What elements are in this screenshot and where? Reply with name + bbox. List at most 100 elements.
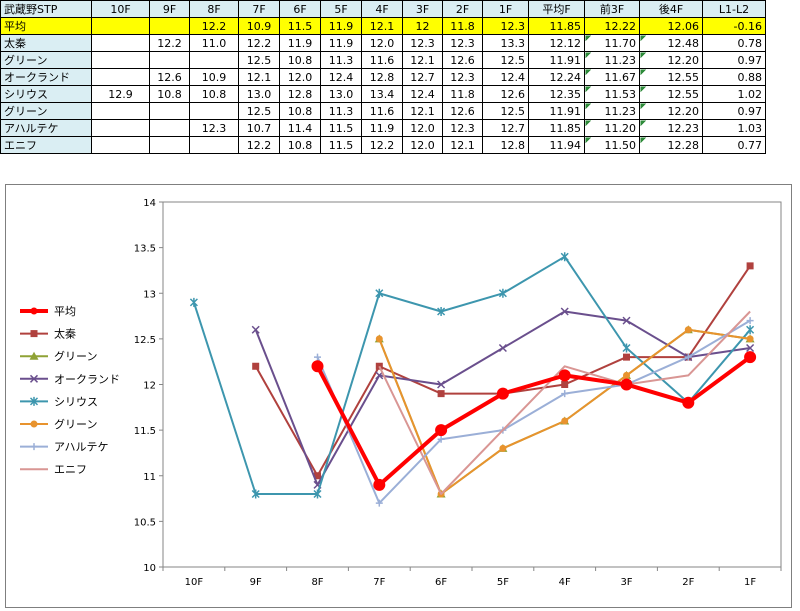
y-tick-label: 11.5 xyxy=(134,426,156,437)
table-cell: 12.1 xyxy=(402,51,443,69)
data-point xyxy=(189,297,198,307)
table-cell: 12.1 xyxy=(442,136,483,154)
series-line xyxy=(316,319,751,505)
table-cell: 12.5 xyxy=(482,102,529,120)
table-cell: 12.20 xyxy=(639,51,703,69)
table-cell: 12.6 xyxy=(442,51,483,69)
table-cell: 12.5 xyxy=(238,102,280,120)
table-cell xyxy=(149,51,190,69)
table-header-cell: 後4F xyxy=(639,0,703,18)
table-cell: 11.6 xyxy=(361,51,403,69)
data-point xyxy=(496,387,509,400)
table-row: 太秦 12.2 11.0 12.2 11.9 11.9 12.0 12.3 12.3 13.3 12… xyxy=(0,34,766,52)
table-cell: 12.24 xyxy=(528,68,585,86)
data-point xyxy=(744,351,757,364)
data-point xyxy=(561,381,569,388)
table-cell xyxy=(91,68,150,86)
table-cell: 12.0 xyxy=(402,136,443,154)
data-point xyxy=(622,316,631,325)
table-cell: 12.0 xyxy=(402,119,443,137)
data-point xyxy=(682,396,695,409)
data-point xyxy=(623,353,630,361)
table-cell: 12.06 xyxy=(639,17,703,35)
data-point xyxy=(437,380,446,389)
table-cell: 11.8 xyxy=(442,17,483,35)
data-point xyxy=(437,435,445,443)
table-cell: 0.77 xyxy=(702,136,766,154)
table-header-cell: 1F xyxy=(482,0,529,18)
table-cell: 12.8 xyxy=(279,85,321,103)
data-point xyxy=(560,252,569,262)
table-cell: 11.9 xyxy=(361,119,403,137)
data-point xyxy=(30,443,38,451)
table-cell: 11.5 xyxy=(320,136,362,154)
table-header-cell: 5F xyxy=(320,0,362,18)
table-cell: 11.50 xyxy=(584,136,640,154)
legend-label: グリーン xyxy=(54,417,97,431)
table-cell: 11.23 xyxy=(584,102,640,120)
table-cell: 12.3 xyxy=(189,119,239,137)
table-cell: 12.3 xyxy=(442,34,483,52)
table-cell: 12.55 xyxy=(639,85,703,103)
table-cell: 0.97 xyxy=(702,51,766,69)
table-cell: 12.4 xyxy=(320,68,362,86)
table-header-cell: L1-L2 xyxy=(702,0,766,18)
table-cell: 12.1 xyxy=(402,102,443,120)
table-cell: 12.48 xyxy=(639,34,703,52)
series-7 xyxy=(378,310,751,495)
data-point xyxy=(30,307,38,315)
series-0 xyxy=(311,351,757,491)
x-tick-label: 1F xyxy=(744,577,756,588)
table-cell: 12.2 xyxy=(189,17,239,35)
table-row: グリーン 12.5 10.8 11.3 11.6 12.1 12.6 12.5 11.91 11.… xyxy=(0,51,766,69)
table-cell: 11.91 xyxy=(528,102,585,120)
data-point xyxy=(313,489,322,499)
table-cell: 12.3 xyxy=(402,34,443,52)
table-cell: 11.85 xyxy=(528,17,585,35)
data-point xyxy=(314,353,321,361)
table-cell: 11.9 xyxy=(279,34,321,52)
data-point xyxy=(30,420,38,428)
table-cell: 11.8 xyxy=(442,85,483,103)
data-point xyxy=(29,374,39,383)
table-cell: 12 xyxy=(402,17,443,35)
table-cell: 11.85 xyxy=(528,119,585,137)
table-cell: 12.2 xyxy=(238,136,280,154)
table-row: シリウス 12.9 10.8 10.8 13.0 12.8 13.0 13.4 12.4 11.8… xyxy=(0,85,766,103)
y-tick-label: 12 xyxy=(143,381,156,392)
table-cell xyxy=(189,51,239,69)
data-point xyxy=(499,444,507,452)
x-tick-label: 6F xyxy=(435,577,447,588)
y-tick-label: 13 xyxy=(143,289,156,300)
table-cell xyxy=(149,119,190,137)
table-cell xyxy=(91,34,150,52)
y-tick-label: 13.5 xyxy=(134,244,156,255)
horse-name: エニフ xyxy=(0,136,92,154)
horse-name: オークランド xyxy=(0,68,92,86)
data-point xyxy=(746,343,755,353)
table-cell: 12.4 xyxy=(482,68,529,86)
table-cell: 12.6 xyxy=(149,68,190,86)
table-cell: 12.7 xyxy=(402,68,443,86)
horse-name: 太秦 xyxy=(0,34,92,52)
table-cell: 12.9 xyxy=(91,85,150,103)
data-point xyxy=(29,351,39,360)
table-cell: 12.6 xyxy=(482,85,529,103)
series-line xyxy=(378,310,751,495)
data-point xyxy=(558,369,571,382)
table-cell: 10.8 xyxy=(279,51,321,69)
table-cell: 0.97 xyxy=(702,102,766,120)
data-point xyxy=(375,362,383,370)
table-header-cell: 3F xyxy=(402,0,443,18)
chart-panel: 10 10.5 11 11.5 12 12.5 13 13.5 14 10F 9F 8F 7F 6F 5F 4… xyxy=(5,184,792,608)
table-header-cell: 4F xyxy=(361,0,403,18)
table-cell: 12.20 xyxy=(639,102,703,120)
data-point xyxy=(375,335,383,343)
table-cell: 12.2 xyxy=(361,136,403,154)
table-cell: 1.02 xyxy=(702,85,766,103)
table-cell: 12.5 xyxy=(482,51,529,69)
table-header-cell: 前3F xyxy=(584,0,640,18)
table-cell xyxy=(91,102,150,120)
data-point xyxy=(622,343,631,353)
data-point xyxy=(251,489,260,499)
